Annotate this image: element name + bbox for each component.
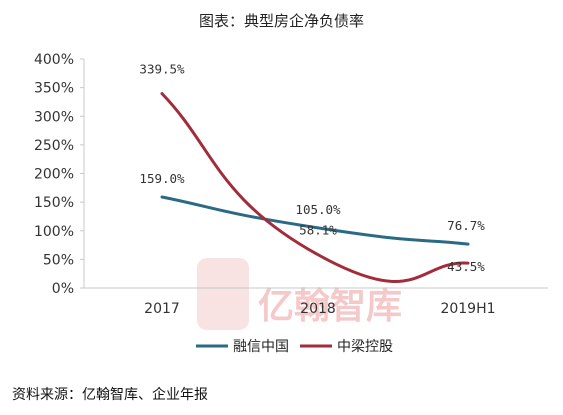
data-label: 58.1%: [299, 223, 337, 238]
y-tick-label: 200%: [34, 167, 74, 183]
watermark-logo: [197, 258, 249, 330]
y-tick-label: 400%: [34, 52, 74, 68]
y-tick-label: 150%: [34, 195, 74, 211]
x-tick-label: 2017: [144, 301, 180, 317]
data-label: 339.5%: [139, 62, 185, 77]
y-tick-label: 100%: [34, 224, 74, 240]
y-tick-label: 50%: [43, 252, 74, 268]
x-tick-label: 2018: [300, 301, 336, 317]
y-tick-label: 300%: [34, 109, 74, 125]
legend-label: 融信中国: [233, 339, 289, 355]
source-note: 资料来源：亿翰智库、企业年报: [12, 387, 208, 403]
data-label: 43.5%: [447, 259, 485, 274]
y-tick-label: 0%: [52, 281, 74, 297]
series-line-rongxin: [160, 195, 470, 246]
x-tick-label: 2019H1: [440, 301, 495, 317]
legend-label: 中梁控股: [337, 339, 393, 355]
series-line-zhongliang: [160, 92, 470, 283]
data-label: 159.0%: [139, 171, 185, 186]
y-tick-label: 350%: [34, 81, 74, 97]
watermark-text: 亿翰智库: [258, 286, 402, 327]
data-label: 105.0%: [295, 202, 341, 217]
chart-title: 图表：典型房企净负债率: [198, 12, 364, 30]
data-label: 76.7%: [447, 218, 485, 233]
y-tick-label: 250%: [34, 138, 74, 154]
